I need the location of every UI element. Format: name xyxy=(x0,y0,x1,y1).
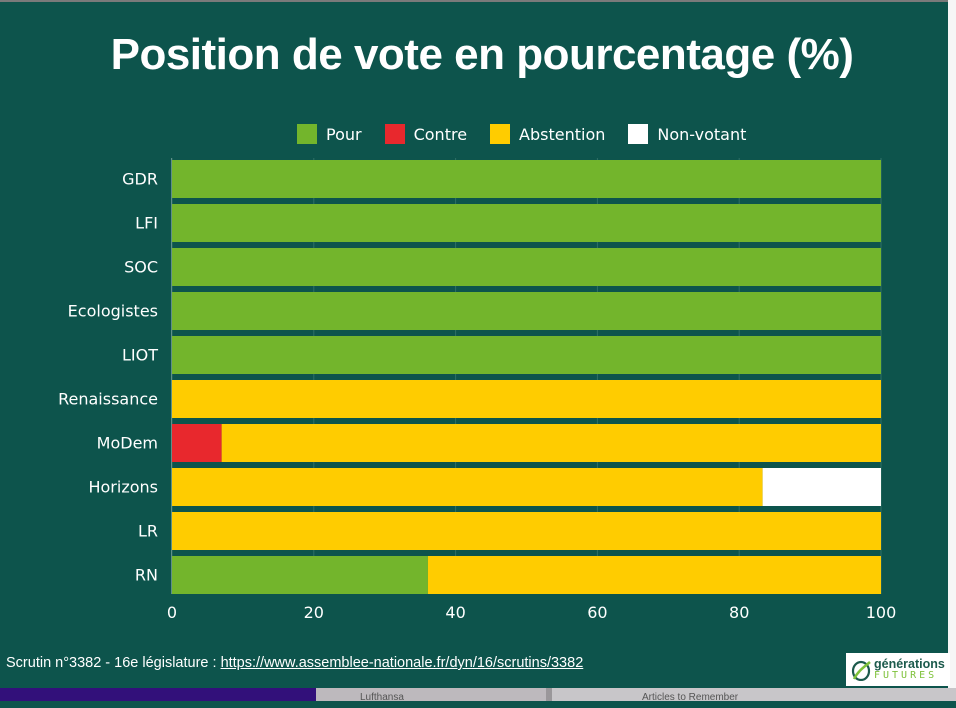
bar-horizons-non-votant[interactable] xyxy=(762,468,881,506)
legend-item-non-votant[interactable]: Non-votant xyxy=(628,124,746,144)
legend-item-contre[interactable]: Contre xyxy=(384,124,468,144)
legend-label-pour: Pour xyxy=(326,124,362,144)
y-tick-label: SOC xyxy=(124,258,158,277)
bar-ecologistes-pour[interactable] xyxy=(172,292,881,330)
legend-label-contre: Contre xyxy=(413,124,468,144)
bar-renaissance-abstention[interactable] xyxy=(172,380,881,418)
chart-title: Position de vote en pourcentage (%) xyxy=(110,30,854,79)
x-tick-label: 20 xyxy=(304,603,324,622)
legend-label-abstention: Abstention xyxy=(519,124,606,144)
bar-rn-pour[interactable] xyxy=(172,556,428,594)
bar-rn-abstention[interactable] xyxy=(427,556,881,594)
bar-gdr-pour[interactable] xyxy=(172,160,881,198)
legend-item-abstention[interactable]: Abstention xyxy=(490,124,605,144)
background-item-2: Articles to Remember xyxy=(642,692,739,703)
bar-horizons-abstention[interactable] xyxy=(172,468,763,506)
window-right-border xyxy=(948,0,956,688)
footer-text: Scrutin n°3382 - 16e législature : xyxy=(6,655,221,671)
legend-swatch-abstention xyxy=(490,124,511,144)
legend-label-non-votant: Non-votant xyxy=(657,124,747,144)
background-purple-panel xyxy=(0,688,316,701)
x-tick-label: 40 xyxy=(445,603,465,622)
y-tick-label: Horizons xyxy=(88,478,158,497)
x-tick-label: 60 xyxy=(587,603,607,622)
x-tick-label: 80 xyxy=(729,603,749,622)
legend-item-pour[interactable]: Pour xyxy=(297,124,362,144)
background-separator xyxy=(546,688,552,701)
bar-modem-abstention[interactable] xyxy=(221,424,881,462)
bar-modem-contre[interactable] xyxy=(172,424,222,462)
bar-chart: GDR LFI SOC Ecologistes LIOT Renaissance MoDem… xyxy=(58,158,897,622)
background-gray-panel: Lufthansa xyxy=(316,688,546,703)
bar-lfi-pour[interactable] xyxy=(172,204,881,242)
bar-liot-pour[interactable] xyxy=(172,336,881,374)
footer-source: Scrutin n°3382 - 16e législature : https… xyxy=(6,655,583,671)
x-tick-label: 0 xyxy=(167,603,177,622)
logo-line2: FUTURES xyxy=(874,669,938,681)
bar-soc-pour[interactable] xyxy=(172,248,881,286)
bar-lr-abstention[interactable] xyxy=(172,512,881,550)
y-tick-label: LFI xyxy=(135,214,158,233)
background-window-strip: Lufthansa Articles to Remember xyxy=(0,688,956,703)
legend-swatch-non-votant xyxy=(628,124,649,144)
x-tick-label: 100 xyxy=(866,603,897,622)
source-link[interactable]: https://www.assemblee-nationale.fr/dyn/1… xyxy=(220,655,584,671)
legend-swatch-contre xyxy=(384,124,405,144)
legend-swatch-pour xyxy=(297,124,317,144)
window-top-border xyxy=(0,0,956,2)
y-tick-label: Ecologistes xyxy=(68,302,158,321)
y-tick-label: LR xyxy=(138,522,158,541)
y-tick-label: Renaissance xyxy=(58,390,158,409)
y-tick-label: LIOT xyxy=(122,346,158,365)
y-tick-label: MoDem xyxy=(97,434,158,453)
leaf-icon xyxy=(851,660,871,681)
generations-futures-logo: générations FUTURES xyxy=(846,653,950,686)
chart-legend: Pour Contre Abstention Non-votant xyxy=(297,124,769,144)
logo-line1: générations xyxy=(874,656,945,671)
y-tick-label: RN xyxy=(135,566,158,585)
background-item-1: Lufthansa xyxy=(360,692,404,703)
y-tick-label: GDR xyxy=(122,170,158,189)
